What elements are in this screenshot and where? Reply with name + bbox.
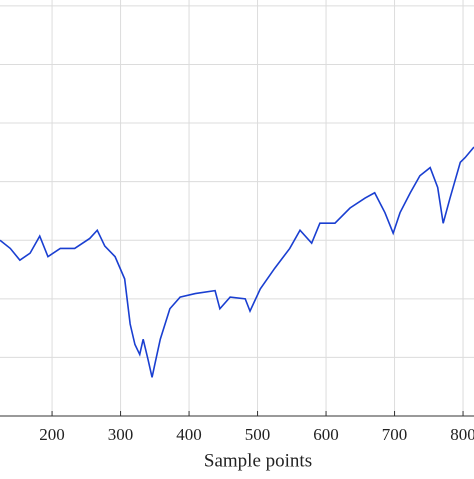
x-tick-label: 400 xyxy=(176,425,202,444)
x-tick-label: 300 xyxy=(108,425,134,444)
x-tick-label: 600 xyxy=(313,425,339,444)
x-tick-label: 500 xyxy=(245,425,271,444)
x-tick-label: 800 xyxy=(450,425,474,444)
x-tick-label: 200 xyxy=(39,425,65,444)
data-line xyxy=(0,146,474,378)
x-axis-label: Sample points xyxy=(204,450,312,471)
x-tick-label: 700 xyxy=(382,425,408,444)
